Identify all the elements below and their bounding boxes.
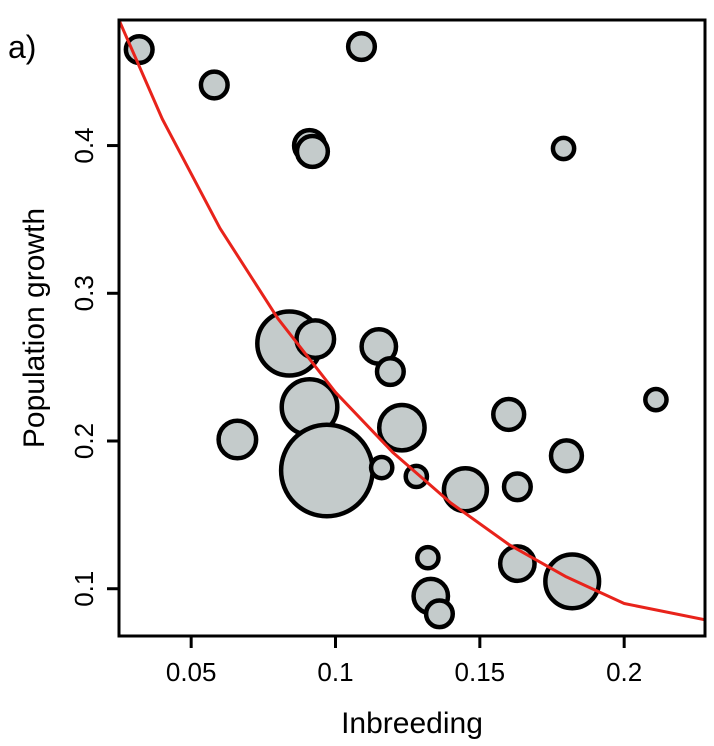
y-tick-label: 0.3 (69, 275, 99, 311)
data-point (376, 402, 427, 453)
data-point (368, 454, 395, 481)
data-point (441, 466, 490, 514)
data-point (374, 355, 406, 388)
data-point (548, 438, 585, 474)
data-point (345, 31, 378, 63)
data-point (403, 463, 430, 490)
y-tick-label: 0.4 (69, 127, 99, 163)
data-point (415, 544, 441, 571)
x-tick-label: 0.2 (606, 657, 642, 687)
data-point (423, 598, 456, 630)
x-axis: 0.05 0.1 0.15 0.2 (166, 636, 642, 687)
y-axis-title: Population growth (18, 208, 51, 448)
y-axis: 0.1 0.2 0.3 0.4 (69, 127, 119, 607)
data-point (543, 552, 602, 611)
data-point (497, 544, 537, 584)
data-point (198, 69, 230, 101)
data-point (294, 133, 331, 170)
panel-label: a) (8, 29, 36, 65)
data-point (278, 422, 375, 519)
data-point (491, 396, 527, 433)
data-point (216, 418, 259, 461)
data-point (501, 471, 533, 503)
x-axis-title: Inbreeding (341, 707, 483, 740)
data-point (123, 33, 155, 66)
data-point (550, 135, 577, 162)
fitted-curve (119, 20, 705, 622)
x-tick-label: 0.05 (166, 657, 217, 687)
x-tick-label: 0.15 (455, 657, 506, 687)
y-tick-label: 0.2 (69, 423, 99, 459)
plot-frame (117, 18, 707, 638)
plot-area (119, 20, 705, 630)
x-tick-label: 0.1 (317, 657, 353, 687)
data-point (294, 318, 337, 361)
y-tick-label: 0.1 (69, 571, 99, 607)
data-point (643, 386, 669, 413)
